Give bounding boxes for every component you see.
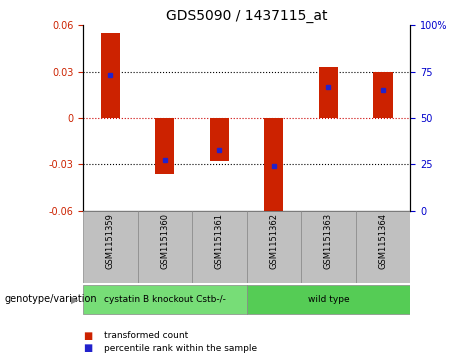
- Bar: [247, 285, 410, 314]
- Text: percentile rank within the sample: percentile rank within the sample: [104, 344, 257, 353]
- Bar: [83, 211, 137, 283]
- Text: GSM1151361: GSM1151361: [215, 213, 224, 269]
- Text: genotype/variation: genotype/variation: [5, 294, 97, 305]
- Bar: [301, 211, 356, 283]
- Bar: [155, 118, 174, 174]
- Text: GSM1151360: GSM1151360: [160, 213, 169, 269]
- Text: GSM1151359: GSM1151359: [106, 213, 115, 269]
- Text: wild type: wild type: [307, 295, 349, 304]
- Text: ■: ■: [83, 331, 92, 341]
- Text: GSM1151364: GSM1151364: [378, 213, 388, 269]
- Text: ■: ■: [83, 343, 92, 354]
- Bar: [83, 285, 247, 314]
- Bar: [100, 33, 120, 118]
- Title: GDS5090 / 1437115_at: GDS5090 / 1437115_at: [166, 9, 327, 23]
- Text: GSM1151362: GSM1151362: [269, 213, 278, 269]
- Bar: [192, 211, 247, 283]
- Bar: [210, 118, 229, 161]
- Bar: [373, 72, 393, 118]
- Text: transformed count: transformed count: [104, 331, 188, 340]
- Bar: [356, 211, 410, 283]
- Text: cystatin B knockout Cstb-/-: cystatin B knockout Cstb-/-: [104, 295, 226, 304]
- Text: ▶: ▶: [71, 294, 78, 305]
- Bar: [319, 67, 338, 118]
- Bar: [247, 211, 301, 283]
- Text: GSM1151363: GSM1151363: [324, 213, 333, 269]
- Bar: [264, 118, 284, 218]
- Bar: [137, 211, 192, 283]
